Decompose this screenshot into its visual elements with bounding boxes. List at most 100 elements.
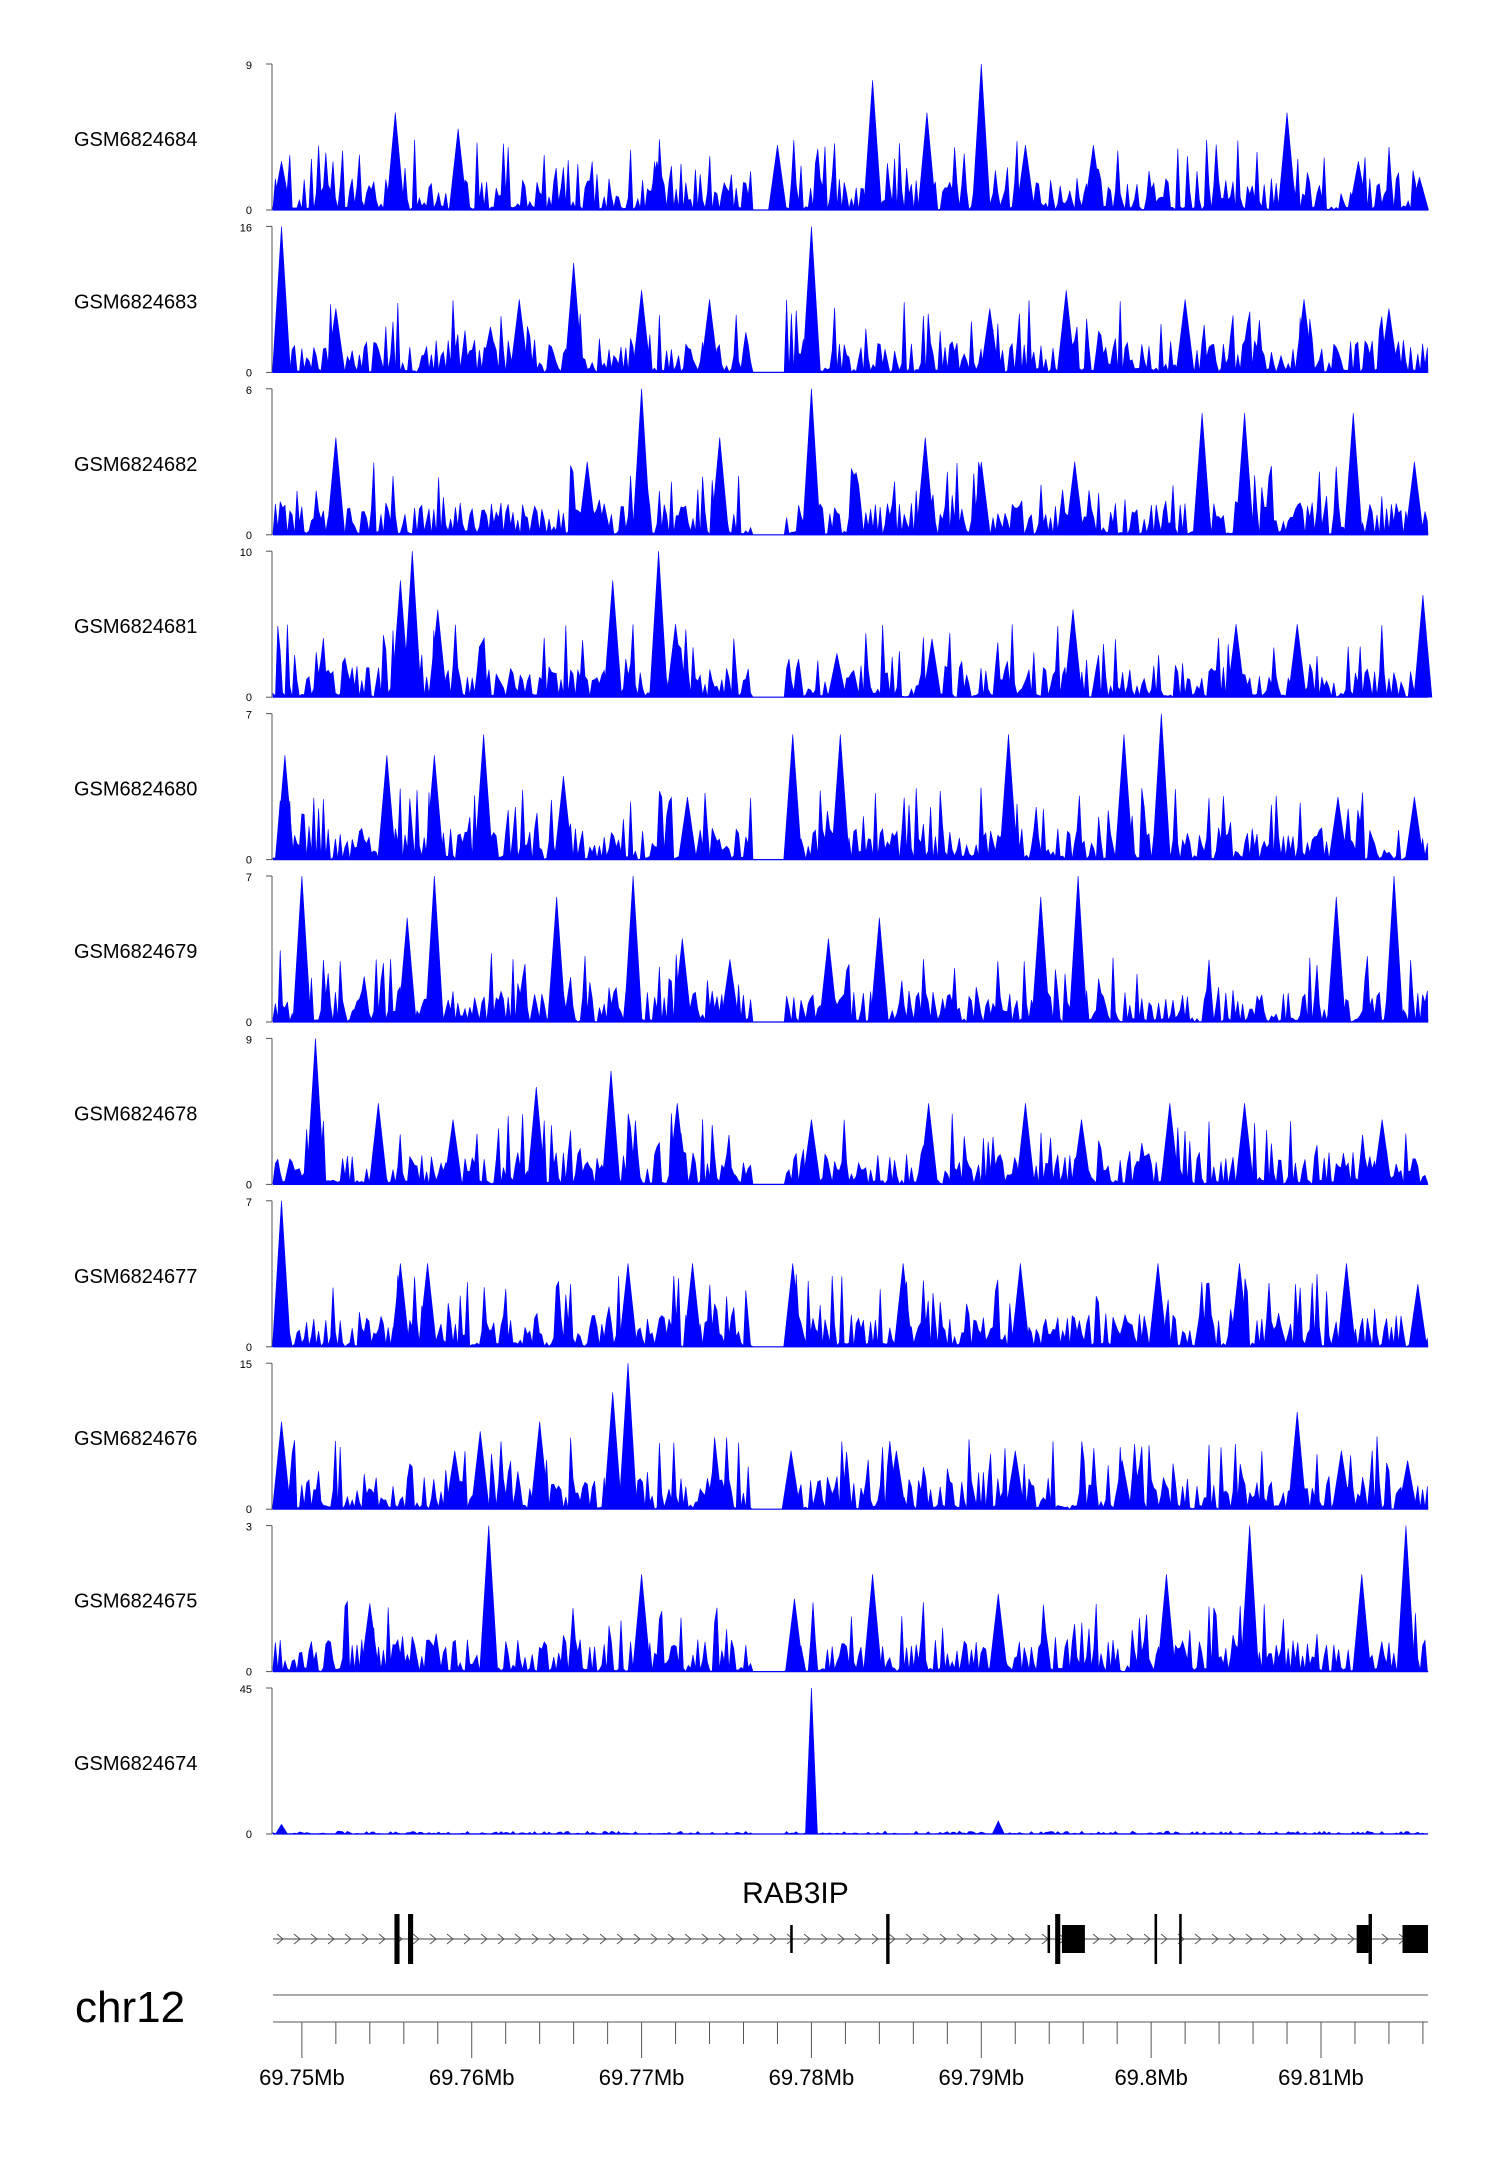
strand-arrow-icon (412, 1933, 420, 1945)
strand-arrow-icon (1381, 1933, 1389, 1945)
strand-arrow-icon (1228, 1933, 1236, 1945)
gene-model-track: RAB3IP (273, 1877, 1428, 1964)
coverage-peak (1328, 796, 1348, 860)
strand-arrow-icon (820, 1933, 828, 1945)
strand-arrow-icon (633, 1933, 641, 1945)
strand-arrows (276, 1933, 1423, 1945)
coverage-area (272, 1274, 1429, 1348)
y-max-label: 10 (240, 547, 252, 559)
coverage-peak (720, 959, 740, 1023)
strand-arrow-icon (565, 1933, 573, 1945)
strand-arrow-icon (905, 1933, 913, 1945)
strand-arrow-icon (735, 1933, 743, 1945)
coverage-peak (1235, 1103, 1254, 1185)
track-GSM6824679: GSM6824679 7 0 (74, 872, 1429, 1029)
coverage-peak (1016, 145, 1035, 211)
strand-arrow-icon (888, 1933, 896, 1945)
coverage-peak (1352, 1574, 1372, 1672)
track-GSM6824678: GSM6824678 9 0 (74, 1034, 1429, 1191)
coverage-peak (292, 875, 312, 1023)
y-max-label: 7 (246, 710, 252, 722)
coverage-peak (272, 226, 291, 373)
x-tick-label: 69.78Mb (769, 2065, 855, 2090)
coverage-peak (274, 1823, 289, 1835)
coverage-peak (1413, 594, 1433, 698)
strand-arrow-icon (480, 1933, 488, 1945)
strand-arrow-icon (276, 1933, 284, 1945)
coverage-peak (783, 734, 803, 860)
strand-arrow-icon (956, 1933, 964, 1945)
coverage-peak (1175, 299, 1195, 373)
coverage-peak (1240, 1525, 1259, 1672)
y-min-label: 0 (246, 692, 252, 704)
coverage-peak (1287, 624, 1307, 698)
y-max-label: 16 (240, 222, 252, 234)
strand-arrow-icon (684, 1933, 692, 1945)
coverage-peak (1398, 1460, 1417, 1510)
coverage-peak (1396, 1525, 1416, 1672)
coverage-peak (402, 551, 422, 698)
coverage-peak (418, 1263, 437, 1348)
coverage-peak (700, 299, 719, 373)
strand-arrow-icon (871, 1933, 879, 1945)
coverage-peak (272, 1421, 291, 1510)
y-min-label: 0 (246, 1179, 252, 1191)
gene-exon (1154, 1914, 1158, 1964)
coverage-peak (443, 1119, 463, 1185)
coverage-peak (1160, 1103, 1180, 1185)
coverage-peak (1112, 1460, 1132, 1510)
coverage-peak (1157, 1574, 1176, 1672)
strand-arrow-icon (1262, 1933, 1270, 1945)
coverage-peak (988, 1593, 1008, 1672)
coverage-peak (377, 755, 397, 860)
track-GSM6824680: GSM6824680 7 0 (74, 710, 1429, 867)
coverage-peak (1152, 713, 1171, 860)
strand-arrow-icon (786, 1933, 794, 1945)
strand-arrow-icon (1024, 1933, 1032, 1945)
strand-arrow-icon (1313, 1933, 1321, 1945)
coverage-peak (919, 1103, 938, 1185)
x-tick-label: 69.79Mb (938, 2065, 1024, 2090)
y-max-label: 45 (240, 1684, 252, 1696)
y-min-label: 0 (246, 1667, 252, 1679)
track-label: GSM6824679 (74, 941, 197, 963)
track-GSM6824681: GSM6824681 10 0 (74, 547, 1433, 704)
strand-arrow-icon (446, 1933, 454, 1945)
coverage-peak (863, 1574, 882, 1672)
track-GSM6824682: GSM6824682 6 0 (74, 385, 1429, 542)
coverage-area (272, 624, 1429, 698)
coverage-peak (306, 1038, 325, 1185)
strand-arrow-icon (701, 1933, 709, 1945)
coverage-peak (781, 1450, 801, 1510)
strand-arrow-icon (1211, 1933, 1219, 1945)
strand-arrow-icon (616, 1933, 624, 1945)
y-max-label: 6 (246, 385, 252, 397)
strand-arrow-icon (514, 1933, 522, 1945)
y-min-label: 0 (246, 530, 252, 542)
gene-exon (1368, 1914, 1372, 1964)
y-max-label: 15 (240, 1359, 252, 1371)
coverage-peak (1287, 1411, 1307, 1510)
axis-ticks: 69.75Mb 69.76Mb 69.77Mb 69.78Mb 69.79Mb 69.8M… (259, 2022, 1424, 2090)
strand-arrow-icon (1194, 1933, 1202, 1945)
coverage-area (272, 299, 1429, 374)
strand-arrow-icon (599, 1933, 607, 1945)
coverage-peak (479, 1525, 499, 1672)
strand-arrow-icon (837, 1933, 845, 1945)
track-label: GSM6824676 (74, 1428, 197, 1450)
coverage-peak (1065, 461, 1085, 536)
coverage-peak (678, 796, 697, 860)
coverage-peak (870, 917, 889, 1023)
chromosome-label: chr12 (75, 1983, 185, 2032)
gene-exon (1402, 1925, 1428, 1953)
strand-arrow-icon (718, 1933, 726, 1945)
coverage-area (272, 1436, 1429, 1510)
coverage-area (272, 787, 1429, 861)
coverage-peak (632, 290, 651, 373)
strand-arrow-icon (1092, 1933, 1100, 1945)
gene-exon (1179, 1914, 1182, 1964)
coverage-peak (397, 917, 417, 1023)
coverage-peak (783, 1263, 803, 1348)
coverage-peak (1148, 1263, 1168, 1348)
